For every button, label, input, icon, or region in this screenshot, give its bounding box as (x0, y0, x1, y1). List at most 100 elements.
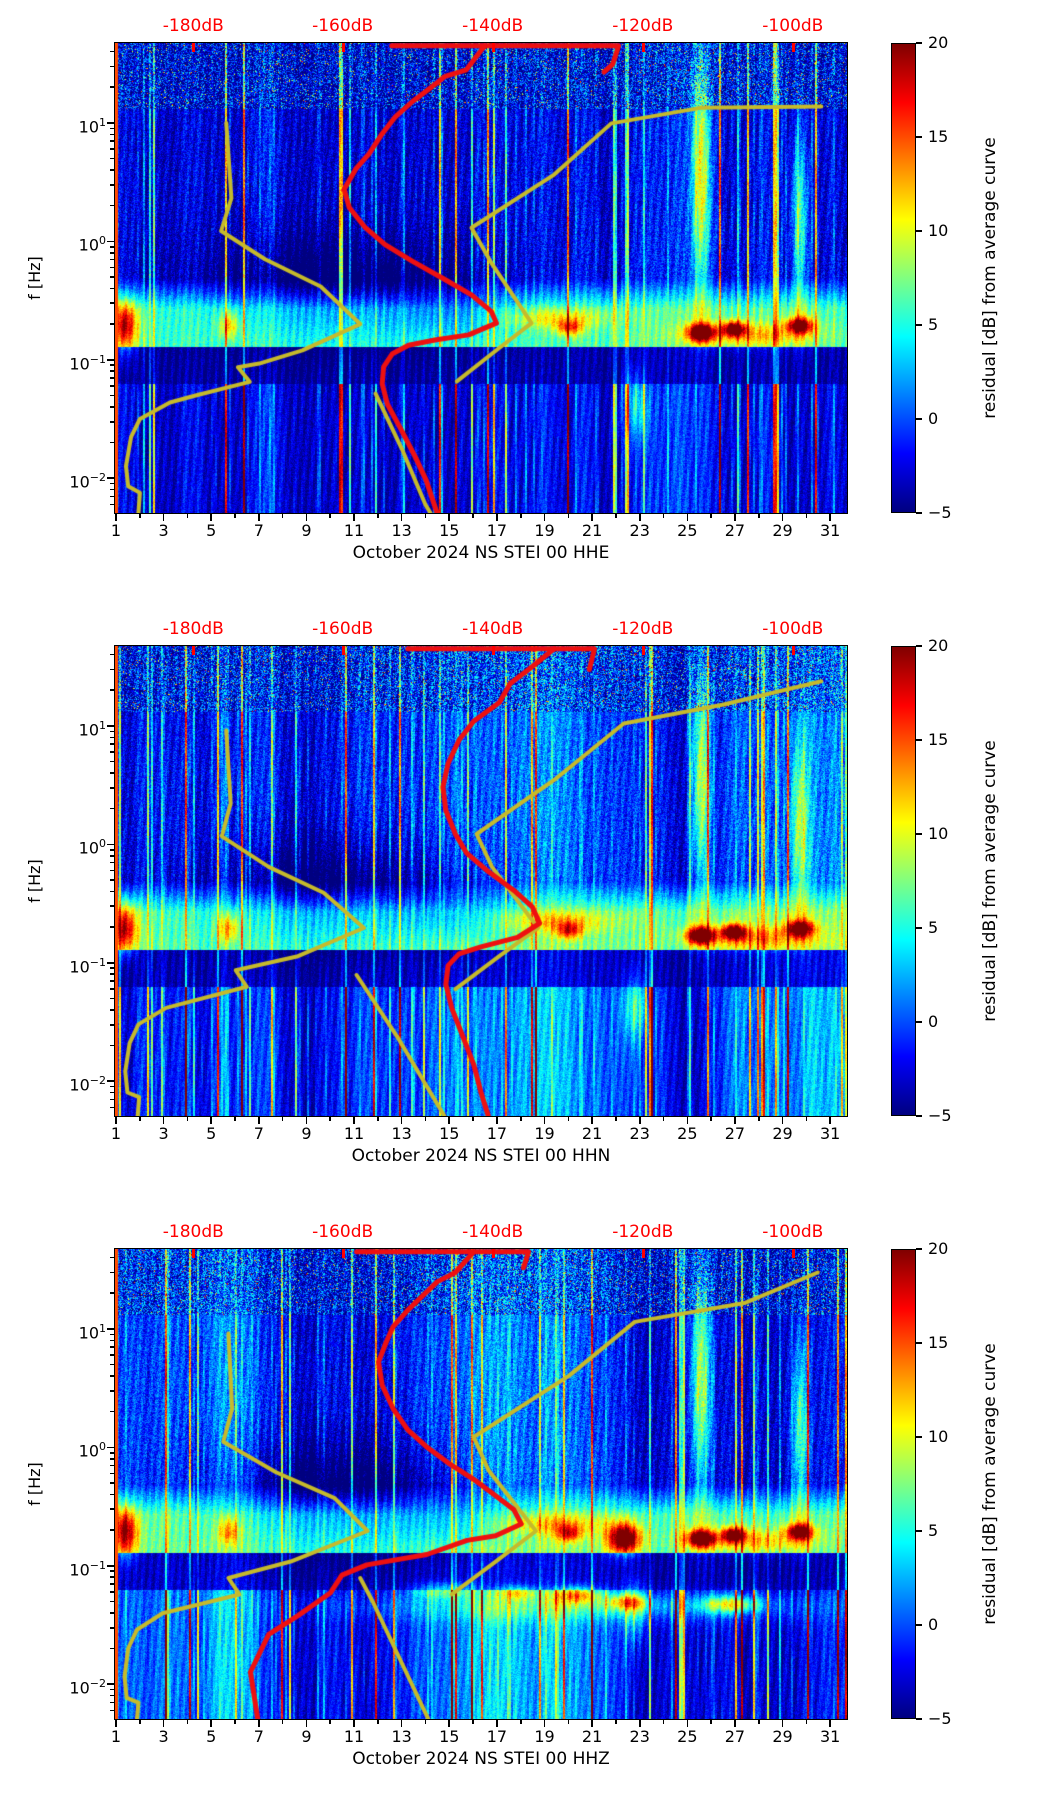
x-axis-tick (186, 1719, 189, 1724)
x-axis-tick (424, 513, 427, 518)
y-axis-tick (110, 276, 115, 278)
y-tick-label: 100 (78, 1440, 106, 1461)
y-axis-tick (110, 1600, 115, 1603)
colorbar-tick (916, 324, 922, 326)
x-tick-label: 15 (439, 521, 460, 540)
x-tick-label: 23 (629, 1727, 650, 1746)
y-axis-tick (110, 1390, 115, 1392)
x-axis-tick (377, 1719, 379, 1724)
x-tick-label: 11 (343, 521, 365, 540)
x-tick-label: 23 (629, 521, 650, 540)
x-axis-tick (615, 1719, 617, 1724)
x-axis-tick (329, 513, 332, 518)
x-tick-label: 7 (253, 1124, 264, 1143)
top-db-label: -100dB (762, 619, 824, 639)
colorbar-tick (916, 739, 922, 741)
top-db-label: -120dB (612, 619, 674, 639)
top-db-tick (641, 43, 645, 52)
y-axis-tick (110, 394, 115, 397)
x-axis-tick (472, 1719, 474, 1724)
y-axis-tick (110, 869, 115, 872)
colorbar-tick-label: −5 (928, 1709, 952, 1728)
y-axis-tick (110, 1044, 115, 1047)
colorbar-tick (916, 42, 922, 44)
y-axis-tick (107, 122, 115, 124)
y-axis-tick (110, 50, 115, 53)
colorbar-label: residual [dB] from average curve (980, 1343, 1000, 1625)
x-axis-tick (591, 1116, 593, 1124)
y-axis-tick (110, 879, 115, 881)
y-axis-tick (110, 668, 115, 671)
colorbar-tick (916, 1021, 922, 1023)
y-axis-label: f [Hz] (25, 256, 44, 300)
y-axis-tick (110, 1626, 115, 1629)
y-axis-tick (110, 751, 115, 753)
colorbar-tick (916, 927, 922, 929)
x-tick-label: 25 (677, 1124, 698, 1143)
x-tick-label: 21 (581, 1124, 603, 1143)
colorbar-tick-label: 5 (928, 918, 939, 937)
y-axis-tick (110, 302, 115, 305)
x-tick-label: 9 (301, 521, 312, 540)
colorbar-label: residual [dB] from average curve (980, 137, 1000, 419)
x-axis-tick (662, 1719, 665, 1724)
x-axis-tick (805, 1719, 808, 1724)
y-tick-label: 10−2 (69, 1677, 106, 1698)
x-axis-tick (234, 513, 236, 518)
y-axis-tick (110, 1570, 115, 1572)
subplot-hhz: f [Hz] October 2024 NS STEI 00 HHZ resid… (0, 1222, 1052, 1769)
x-axis-tick (734, 513, 736, 521)
y-axis-tick (110, 420, 115, 423)
x-tick-label: 15 (439, 1124, 460, 1143)
y-axis-tick (110, 204, 115, 207)
top-db-tick (641, 646, 645, 655)
x-axis-tick (234, 1719, 236, 1724)
y-axis-tick (110, 1339, 115, 1342)
top-db-tick (791, 646, 795, 655)
y-axis-tick (107, 1328, 115, 1330)
y-axis-tick (110, 760, 115, 763)
x-tick-label: 11 (343, 1727, 365, 1746)
y-axis-tick (110, 807, 115, 810)
x-tick-label: 3 (158, 1727, 169, 1746)
y-tick-label: 10−2 (69, 1074, 106, 1095)
top-db-label: -160dB (312, 619, 374, 639)
x-axis-tick (329, 1719, 332, 1724)
y-axis-tick (110, 1472, 115, 1475)
colorbar-tick (916, 1624, 922, 1626)
x-axis-tick (710, 1719, 712, 1724)
colorbar-tick (916, 1115, 922, 1117)
y-axis-tick (110, 890, 115, 893)
colorbar-tick-label: 15 (928, 730, 949, 749)
x-axis-tick (115, 1719, 117, 1727)
x-axis-tick (281, 1719, 284, 1724)
colorbar-tick-label: 0 (928, 1012, 939, 1031)
y-tick-label: 100 (78, 837, 106, 858)
x-axis-tick (424, 1719, 427, 1724)
x-tick-label: 31 (819, 1727, 841, 1746)
y-tick-label: 10−1 (69, 352, 106, 374)
colorbar-tick-label: 20 (928, 1239, 949, 1258)
x-tick-label: 25 (677, 521, 698, 540)
x-tick-label: 1 (110, 1124, 122, 1143)
y-axis-tick (110, 323, 115, 325)
x-tick-label: 29 (772, 1727, 793, 1746)
y-tick-label: 100 (78, 234, 106, 255)
x-axis-tick (638, 1116, 641, 1124)
top-db-tick (791, 43, 795, 52)
x-tick-label: 27 (724, 521, 746, 540)
y-axis-tick (110, 287, 115, 290)
y-axis-tick (107, 1683, 115, 1685)
y-axis-tick (110, 385, 115, 387)
y-axis-tick (110, 488, 115, 491)
top-db-label: -100dB (762, 16, 824, 36)
x-tick-label: 7 (253, 521, 264, 540)
x-tick-label: 21 (581, 521, 603, 540)
x-axis-tick (258, 1719, 260, 1727)
top-db-tick (491, 1249, 495, 1258)
subplot-hhn: f [Hz] October 2024 NS STEI 00 HHN resid… (0, 619, 1052, 1166)
plot-title: October 2024 NS STEI 00 HHZ (352, 1749, 610, 1769)
y-axis-tick (110, 1482, 115, 1484)
x-tick-label: 3 (158, 521, 169, 540)
colorbar-tick (916, 1530, 922, 1532)
